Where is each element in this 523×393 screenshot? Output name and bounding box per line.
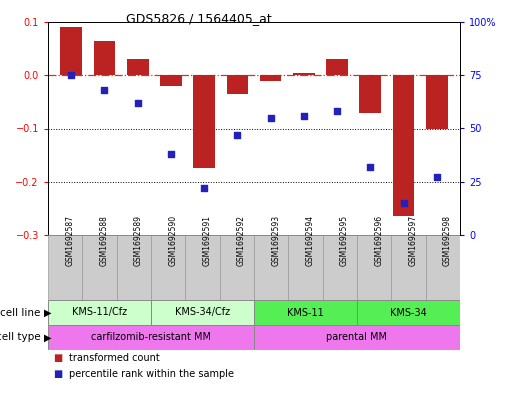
Point	[67, 72, 75, 78]
Bar	[48, 325, 254, 350]
Text: KMS-11/Cfz: KMS-11/Cfz	[72, 307, 127, 318]
Bar	[323, 235, 357, 300]
Bar	[185, 235, 220, 300]
Point	[300, 112, 308, 119]
Text: parental MM: parental MM	[326, 332, 388, 343]
Bar	[393, 75, 414, 217]
Text: KMS-34: KMS-34	[390, 307, 427, 318]
Bar	[151, 300, 254, 325]
Point	[200, 185, 208, 191]
Bar	[194, 75, 215, 169]
Text: GSM1692596: GSM1692596	[374, 215, 383, 266]
Text: cell line: cell line	[0, 307, 40, 318]
Text: transformed count: transformed count	[69, 353, 160, 363]
Text: KMS-34/Cfz: KMS-34/Cfz	[175, 307, 230, 318]
Text: GSM1692592: GSM1692592	[237, 215, 246, 266]
Bar	[254, 300, 357, 325]
Text: ▶: ▶	[44, 307, 52, 318]
Text: GSM1692591: GSM1692591	[202, 215, 211, 266]
Bar	[254, 325, 460, 350]
Bar	[61, 28, 82, 75]
Bar	[391, 235, 426, 300]
Point	[333, 108, 341, 115]
Point	[167, 151, 175, 157]
Text: ▶: ▶	[44, 332, 52, 343]
Bar	[357, 235, 391, 300]
Text: GSM1692587: GSM1692587	[65, 215, 74, 266]
Text: GSM1692590: GSM1692590	[168, 215, 177, 266]
Bar	[359, 75, 381, 112]
Bar	[220, 235, 254, 300]
Bar	[226, 75, 248, 94]
Bar	[94, 40, 115, 75]
Bar	[260, 75, 281, 81]
Text: GSM1692597: GSM1692597	[408, 215, 417, 266]
Bar	[48, 235, 82, 300]
Bar	[160, 75, 181, 86]
Point	[133, 100, 142, 106]
Bar	[288, 235, 323, 300]
Bar	[82, 235, 117, 300]
Text: GSM1692598: GSM1692598	[443, 215, 452, 266]
Bar	[357, 300, 460, 325]
Point	[233, 132, 242, 138]
Text: cell type: cell type	[0, 332, 40, 343]
Text: GSM1692595: GSM1692595	[340, 215, 349, 266]
Text: carfilzomib-resistant MM: carfilzomib-resistant MM	[91, 332, 211, 343]
Bar	[326, 59, 348, 75]
Text: GSM1692588: GSM1692588	[99, 215, 108, 266]
Point	[433, 174, 441, 181]
Bar	[117, 235, 151, 300]
Point	[366, 164, 374, 170]
Text: ■: ■	[53, 353, 62, 363]
Bar	[254, 235, 288, 300]
Text: GSM1692593: GSM1692593	[271, 215, 280, 266]
Point	[400, 200, 408, 206]
Text: ■: ■	[53, 369, 62, 379]
Point	[100, 87, 109, 93]
Text: GSM1692589: GSM1692589	[134, 215, 143, 266]
Text: GSM1692594: GSM1692594	[305, 215, 314, 266]
Bar	[426, 75, 448, 129]
Bar	[127, 59, 149, 75]
Bar	[48, 300, 151, 325]
Bar	[151, 235, 185, 300]
Text: GDS5826 / 1564405_at: GDS5826 / 1564405_at	[126, 12, 271, 25]
Text: percentile rank within the sample: percentile rank within the sample	[69, 369, 234, 379]
Text: KMS-11: KMS-11	[287, 307, 324, 318]
Bar	[293, 73, 315, 75]
Point	[266, 115, 275, 121]
Bar	[426, 235, 460, 300]
